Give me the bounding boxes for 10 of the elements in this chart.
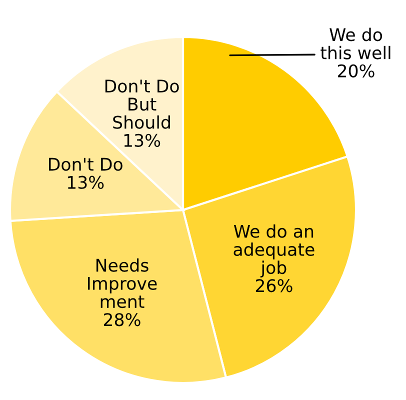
data-label: 20% <box>338 64 374 78</box>
slice-label: Don't Do But Should <box>105 80 179 129</box>
slice-label: Needs Improve ment <box>88 258 157 308</box>
slice-label: Don't Do <box>49 158 122 171</box>
data-label: 13% <box>124 134 160 147</box>
slice-label: We do an adequate job <box>234 224 314 278</box>
data-label: 26% <box>256 279 292 292</box>
slice-label: We do this well <box>320 28 390 60</box>
data-label: 28% <box>104 313 140 326</box>
data-label: 13% <box>68 176 104 189</box>
